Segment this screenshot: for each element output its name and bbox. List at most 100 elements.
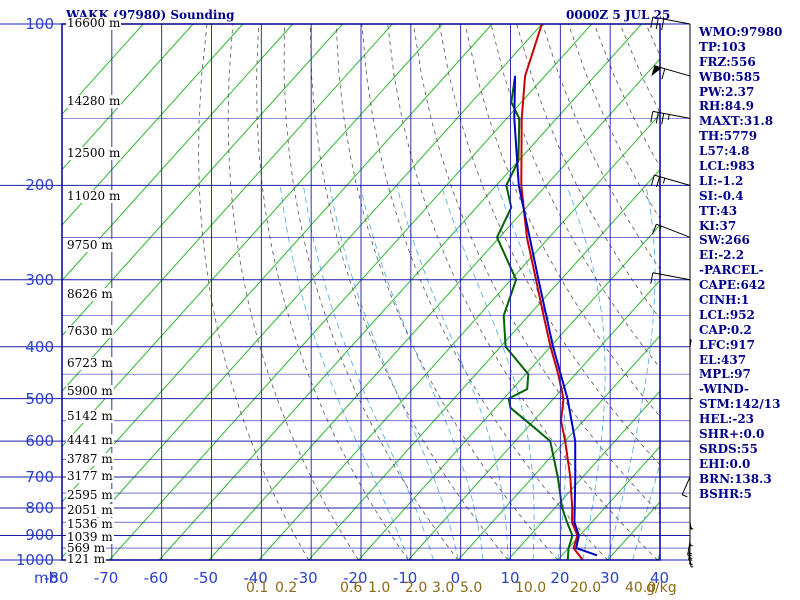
temperature-profile	[520, 24, 584, 560]
isotherm-line	[507, 390, 660, 560]
moist-adiabat	[359, 185, 484, 560]
pressure-tick-label: 600	[25, 432, 54, 451]
pressure-unit-label: mb	[34, 569, 59, 587]
sounding-index: RH:84.9	[699, 99, 754, 114]
height-label: 16600 m	[66, 16, 122, 30]
wind-barb-half	[667, 114, 670, 121]
sounding-index: TT:43	[699, 203, 738, 218]
sounding-index: KI:37	[699, 218, 737, 233]
plot-frame	[61, 23, 661, 561]
isotherm-line	[62, 24, 443, 448]
mixing-ratio-label: 40.0	[625, 580, 657, 596]
wind-barb	[652, 272, 691, 281]
isotherm-line	[62, 24, 393, 392]
wind-barb	[654, 65, 691, 77]
temperature-tick-label: -30	[293, 569, 318, 587]
mixing-ratio-label: 0.6	[340, 580, 363, 596]
temperature-tick-label: -10	[392, 569, 418, 587]
sounding-index: SW:266	[699, 233, 750, 248]
height-label: 5900 m	[66, 383, 114, 398]
dewpoint-profile	[496, 75, 574, 560]
mixing-ratio-label: 2.0	[405, 580, 428, 596]
chart-datetime: 0000Z 5 JUL 25	[566, 8, 671, 22]
wind-barb-feather	[655, 112, 659, 124]
moist-adiabat	[496, 185, 567, 560]
isotherm-line	[62, 24, 194, 171]
parcel-profile	[513, 75, 598, 557]
moist-adiabat	[303, 185, 434, 560]
temperature-tick-label: 10	[500, 569, 520, 587]
height-label: 9750 m	[66, 238, 114, 253]
temperature-tick-label: -20	[343, 569, 368, 587]
sounding-index: MPL:97	[699, 367, 751, 382]
sounding-index: MAXT:31.8	[699, 114, 774, 129]
isotherm-line	[457, 335, 660, 560]
wind-barb-feather	[687, 554, 692, 557]
sounding-indices: WMO:97980 TP:103 FRZ:556 WB0:585 PW:2.37 RH:8…	[699, 25, 782, 502]
wind-barb-feather	[650, 16, 654, 29]
wind-barb	[688, 548, 691, 560]
sounding-index: CAP:0.2	[699, 322, 752, 337]
wind-barb-feather	[661, 68, 666, 80]
sounding-index: WB0:585	[699, 69, 761, 84]
pressure-tick-label: 400	[25, 337, 54, 356]
height-label: 121 m	[66, 552, 107, 566]
sounding-index: TH:5779	[699, 129, 758, 144]
pressure-tick-label: 300	[25, 270, 54, 289]
moist-adiabat	[329, 185, 459, 560]
isotherm-line	[358, 224, 660, 560]
pressure-tick-label: 900	[25, 526, 54, 545]
sounding-index: LCL:983	[699, 159, 755, 174]
height-label: 2051 m	[66, 502, 114, 517]
temperature-tick-label: 20	[550, 569, 570, 587]
mixing-ratio-label: 20.0	[570, 580, 602, 596]
sounding-index: WMO:97980	[699, 25, 783, 39]
dry-adiabat	[227, 24, 359, 560]
mixing-ratio-label: 3.0	[432, 580, 455, 596]
height-label: 2595 m	[66, 488, 114, 503]
wind-barb-feather	[650, 272, 654, 284]
mixing-ratio-label: 1.0	[368, 580, 391, 596]
isotherm-line	[308, 168, 660, 560]
sounding-index: LFC:917	[699, 337, 755, 352]
sounding-index: EL:437	[699, 352, 747, 367]
height-label: 569 m	[66, 541, 107, 556]
moist-adiabat	[279, 185, 409, 560]
height-label: 11020 m	[66, 188, 122, 203]
wind-barb	[652, 110, 691, 119]
dry-adiabat	[256, 24, 409, 560]
wind-barb-flag	[651, 65, 662, 77]
temperature-tick-label: 40	[650, 569, 670, 587]
temperature-tick-label: -70	[93, 569, 119, 587]
isotherm-line	[62, 24, 294, 282]
sounding-index: LCL:952	[699, 307, 755, 322]
temperature-tick-label: -60	[143, 569, 169, 587]
wind-barb-feather	[661, 18, 665, 31]
wind-barb	[656, 223, 691, 238]
wind-barb-feather	[652, 224, 657, 235]
wind-barb-feather	[655, 17, 659, 30]
wind-barb-feather	[687, 552, 692, 555]
sounding-index: BSHR:5	[699, 486, 752, 501]
height-label: 1536 m	[66, 516, 114, 531]
sounding-index: CINH:1	[699, 293, 750, 308]
wind-barb-half	[658, 225, 662, 232]
wind-barb	[681, 476, 691, 495]
isotherm-line	[62, 24, 543, 558]
wind-barb-feather	[661, 113, 665, 125]
sounding-index: CAPE:642	[699, 278, 766, 293]
sounding-index: SHR+:0.0	[699, 427, 765, 442]
isotherm-line	[407, 279, 660, 560]
wind-barb-half	[662, 178, 666, 184]
pressure-tick-label: 700	[25, 467, 54, 486]
mixing-ratio-label: 5.0	[460, 580, 483, 596]
sounding-index: SI:-0.4	[699, 188, 744, 203]
height-label: 3787 m	[66, 451, 114, 466]
pressure-tick-label: 800	[25, 499, 54, 518]
isotherm-line	[62, 24, 244, 226]
sounding-index: FRZ:556	[699, 54, 756, 69]
sounding-index: LI:-1.2	[699, 173, 744, 188]
isotherm-line	[258, 113, 660, 560]
sounding-index: TP:103	[699, 39, 747, 54]
